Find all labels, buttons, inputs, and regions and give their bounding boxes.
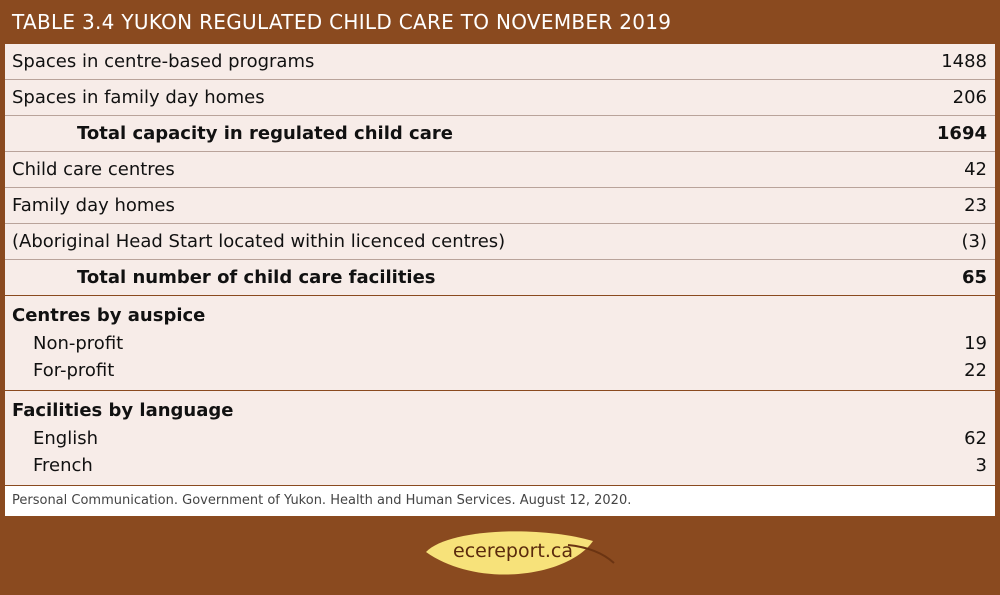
total-label: Total capacity in regulated child care [77, 123, 453, 144]
list-item: Non-profit 19 [12, 330, 987, 357]
item-value: 22 [964, 360, 987, 381]
table-row: (Aboriginal Head Start located within li… [5, 224, 995, 260]
item-value: 3 [975, 455, 987, 476]
row-label: (Aboriginal Head Start located within li… [12, 231, 506, 252]
row-value: 23 [964, 195, 987, 216]
leaf-stem-icon [567, 544, 615, 564]
item-label: For-profit [33, 360, 115, 381]
data-table: Spaces in centre-based programs 1488 Spa… [5, 44, 995, 516]
item-label: Non-profit [33, 333, 124, 354]
ecereport-logo: ecereport.ca [426, 531, 615, 575]
leaf-icon [426, 531, 593, 575]
total-value: 65 [961, 267, 987, 288]
row-label: Child care centres [12, 159, 175, 180]
total-label: Total number of child care facilities [77, 267, 436, 288]
total-value: 1694 [936, 123, 987, 144]
table-row: Child care centres 42 [5, 152, 995, 188]
total-row: Total capacity in regulated child care 1… [5, 116, 995, 152]
table-title: TABLE 3.4 YUKON REGULATED CHILD CARE TO … [12, 10, 672, 34]
table-row: Family day homes 23 [5, 188, 995, 224]
list-item: English 62 [12, 425, 987, 452]
group-heading: Centres by auspice [12, 305, 206, 326]
row-label: Family day homes [12, 195, 175, 216]
row-label: Spaces in centre-based programs [12, 51, 315, 72]
group-auspice: Centres by auspice Non-profit 19 For-pro… [5, 296, 995, 391]
logo-text: ecereport.ca [453, 540, 573, 562]
total-row: Total number of child care facilities 65 [5, 260, 995, 296]
source-note: Personal Communication. Government of Yu… [5, 486, 995, 516]
row-value: 42 [964, 159, 987, 180]
row-value: 1488 [941, 51, 987, 72]
row-label: Spaces in family day homes [12, 87, 265, 108]
row-value: (3) [961, 231, 988, 252]
group-heading: Facilities by language [12, 400, 234, 421]
list-item: For-profit 22 [12, 357, 987, 384]
row-value: 206 [952, 87, 987, 108]
list-item: French 3 [12, 452, 987, 479]
item-label: French [33, 455, 93, 476]
table-row: Spaces in centre-based programs 1488 [5, 44, 995, 80]
item-value: 19 [964, 333, 987, 354]
table-row: Spaces in family day homes 206 [5, 80, 995, 116]
group-language: Facilities by language English 62 French… [5, 391, 995, 486]
item-label: English [33, 428, 98, 449]
item-value: 62 [964, 428, 987, 449]
